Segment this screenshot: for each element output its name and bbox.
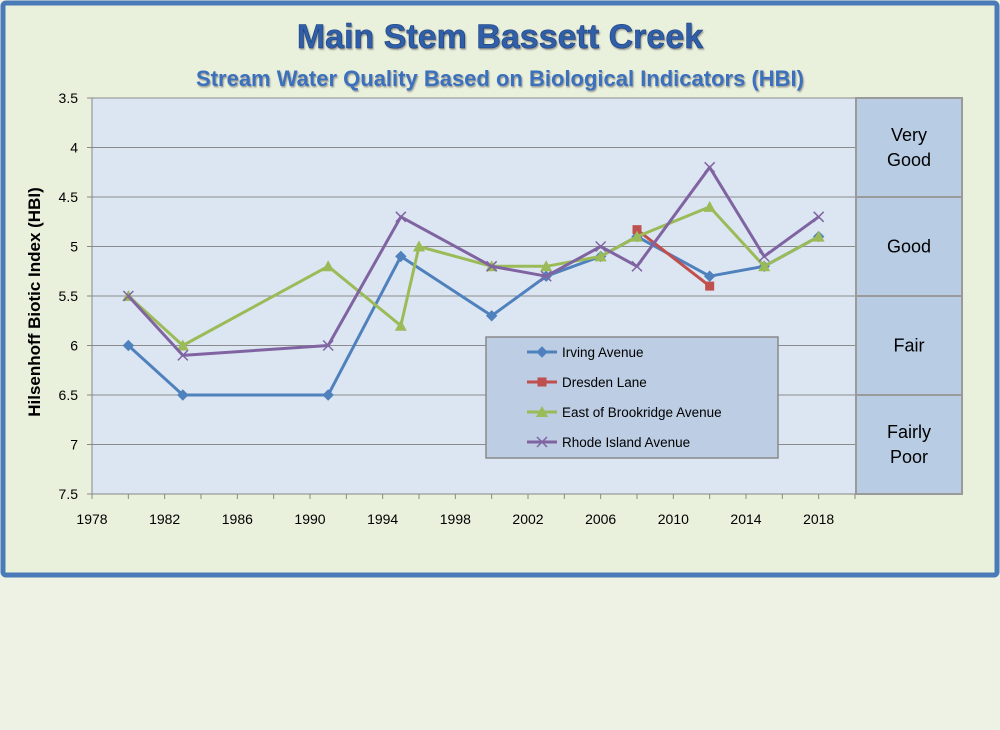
data-point — [595, 240, 607, 253]
x-tick-label: 1978 — [76, 511, 107, 527]
y-tick-label: 7 — [70, 437, 78, 453]
data-point — [322, 260, 335, 272]
chart-title: Main Stem Bassett Creek — [297, 18, 703, 56]
x-tick-label: 2010 — [658, 511, 689, 527]
y-axis-label: Hilsenhoff Biotic Index (HBI) — [25, 187, 44, 417]
quality-band — [855, 295, 963, 396]
data-point — [812, 230, 825, 242]
x-tick-label: 1990 — [294, 511, 325, 527]
legend-entry: Rhode Island Avenue — [527, 435, 690, 450]
y-tick-label: 4.5 — [59, 189, 79, 205]
data-point — [813, 211, 825, 223]
legend-label: Rhode Island Avenue — [562, 435, 690, 450]
data-point — [631, 230, 643, 242]
x-tick-label: 2014 — [730, 511, 761, 527]
data-point — [704, 161, 716, 173]
y-tick-label: 5 — [70, 239, 78, 255]
x-tick-label: 1982 — [149, 511, 180, 527]
legend-entry: Irving Avenue — [527, 345, 644, 360]
data-point — [540, 270, 552, 282]
quality-band-label: Very Good — [887, 125, 931, 170]
legend-marker — [536, 406, 548, 417]
y-tick-label: 6.5 — [59, 387, 79, 403]
series-line — [127, 205, 820, 347]
x-tick-label: 2018 — [803, 511, 834, 527]
data-point — [395, 250, 407, 263]
x-tick-label: 1994 — [367, 511, 398, 527]
data-point — [758, 260, 771, 272]
legend-box — [485, 336, 779, 459]
legend-label: Dresden Lane — [562, 375, 647, 390]
series-rhode-island-avenue — [122, 161, 825, 361]
data-point — [176, 339, 189, 351]
data-point — [322, 339, 334, 352]
data-point — [703, 200, 716, 212]
data-point — [758, 250, 770, 262]
data-point — [122, 339, 135, 352]
data-point — [394, 319, 407, 331]
quality-band — [855, 394, 963, 495]
y-tick-label: 7.5 — [59, 486, 79, 502]
y-tick-label: 4 — [70, 140, 78, 156]
data-point — [631, 260, 643, 272]
data-point — [122, 290, 134, 302]
quality-band-label: Fair — [894, 336, 925, 356]
legend: Irving Avenue Dresden Lane East of Brookri… — [485, 336, 779, 459]
series-dresden-lane — [632, 225, 715, 291]
quality-band — [855, 97, 963, 198]
y-tick-label: 6 — [70, 338, 78, 354]
data-point — [705, 281, 715, 291]
x-tick-label: 1998 — [440, 511, 471, 527]
data-point — [486, 260, 498, 272]
data-point — [632, 225, 642, 235]
data-point — [594, 250, 607, 262]
data-point — [177, 349, 189, 361]
legend-marker — [536, 436, 548, 448]
legend-entry: Dresden Lane — [527, 375, 647, 390]
data-point — [395, 211, 407, 223]
data-point — [322, 389, 334, 401]
y-axis-ticks: 3.5 4 4.5 5 5.5 6 6.5 7 7.5 — [59, 90, 92, 502]
legend-marker — [536, 346, 548, 358]
quality-band — [855, 196, 963, 297]
y-tick-label: 5.5 — [59, 288, 79, 304]
quality-band-label: Good — [887, 237, 931, 257]
series-line — [636, 228, 711, 288]
legend-entry: East of Brookridge Avenue — [527, 405, 722, 420]
chart-subtitle: Stream Water Quality Based on Biological… — [196, 66, 804, 91]
legend-marker — [537, 377, 547, 387]
data-point — [540, 260, 553, 272]
quality-band-label: Fairly Poor — [887, 422, 931, 467]
x-axis-ticks: 1978 1982 1986 1990 1994 1998 2002 2006 2010 2014… — [76, 494, 856, 527]
data-point — [703, 270, 716, 282]
data-point — [413, 240, 425, 252]
data-point — [485, 310, 498, 322]
series-group — [122, 161, 825, 401]
legend-label: Irving Avenue — [562, 345, 644, 360]
x-tick-label: 2002 — [512, 511, 543, 527]
data-point — [177, 389, 189, 401]
x-tick-label: 2006 — [585, 511, 616, 527]
y-tick-label: 3.5 — [59, 90, 79, 106]
x-tick-label: 1986 — [222, 511, 253, 527]
quality-bands: Very Good Good Fair Fairly Poor — [855, 97, 963, 495]
legend-label: East of Brookridge Avenue — [562, 405, 722, 420]
